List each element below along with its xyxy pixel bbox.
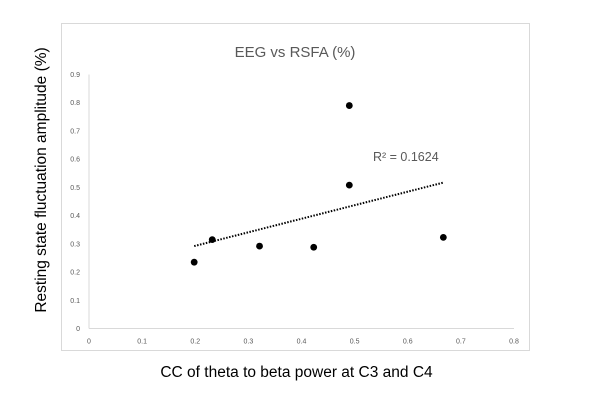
x-tick-label: 0.5: [350, 339, 360, 346]
data-point: [310, 243, 318, 251]
data-point: [190, 258, 198, 266]
x-tick-label: 0.6: [403, 339, 413, 346]
y-tick-label: 0.3: [70, 241, 80, 248]
y-tick-label: 0.4: [70, 213, 80, 220]
data-point: [345, 181, 353, 189]
data-point: [208, 236, 216, 244]
x-tick-label: 0.7: [456, 339, 466, 346]
data-point: [439, 233, 447, 241]
y-tick-label: 0.1: [70, 298, 80, 305]
x-axis-label: CC of theta to beta power at C3 and C4: [160, 364, 433, 381]
y-tick-label: 0.7: [70, 128, 80, 135]
trendline: [193, 181, 444, 248]
chart-frame: [61, 23, 530, 351]
y-tick-label: 0.2: [70, 270, 80, 277]
tick-labels: 0 0.1 0.2 0.3 0.4 0.5 0.6 0.7 0.8 0.9 0 0.1 0.2 0.3 0.…: [70, 72, 519, 346]
x-tick-label: 0.8: [509, 339, 519, 346]
data-point: [256, 242, 263, 250]
y-tick-label: 0.8: [70, 100, 80, 107]
x-tick-label: 0.3: [244, 339, 254, 346]
chart-title: EEG vs RSFA (%): [235, 44, 356, 61]
y-tick-label: 0.9: [70, 72, 80, 79]
y-tick-label: 0.6: [70, 157, 80, 164]
data-points: [190, 102, 447, 266]
x-tick-label: 0.4: [297, 339, 307, 346]
x-tick-label: 0: [87, 339, 91, 346]
x-tick-label: 0.2: [190, 339, 200, 346]
axes: [88, 74, 514, 329]
y-tick-label: 0: [76, 326, 80, 333]
r-squared-label: R² = 0.1624: [373, 150, 439, 164]
data-point: [345, 102, 353, 109]
y-tick-label: 0.5: [70, 185, 80, 192]
trendline-group: [193, 181, 444, 248]
x-tick-label: 0.1: [137, 339, 147, 346]
